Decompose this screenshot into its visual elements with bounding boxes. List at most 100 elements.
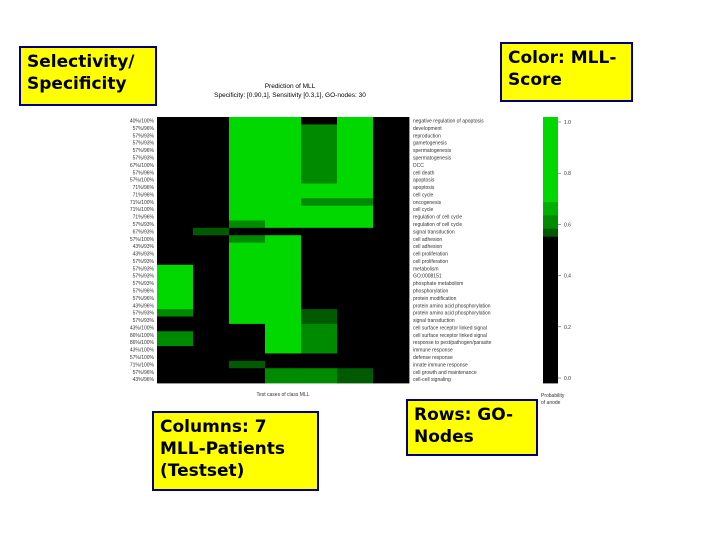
row-left-label: 67%/93% bbox=[133, 229, 155, 235]
heatmap-cell bbox=[373, 301, 410, 310]
heatmap-cell bbox=[337, 124, 374, 133]
heatmap-cell bbox=[337, 213, 374, 221]
row-left-label: 57%/96% bbox=[133, 370, 155, 376]
row-right-label: spermatogenesis bbox=[413, 148, 452, 154]
heatmap-cell bbox=[157, 338, 194, 347]
x-axis-label: Test cases of class MLL bbox=[256, 392, 309, 398]
heatmap-cell bbox=[373, 316, 410, 325]
heatmap-cell bbox=[265, 205, 302, 214]
columns-callout: Columns: 7 MLL-Patients (Testset) bbox=[152, 411, 319, 491]
row-left-label: 43%/93% bbox=[133, 244, 155, 250]
row-left-label: 67%/100% bbox=[130, 163, 155, 169]
heatmap-cell bbox=[193, 161, 230, 170]
heatmap-cell bbox=[193, 205, 230, 214]
heatmap-cell bbox=[301, 161, 338, 170]
heatmap-cell bbox=[301, 198, 338, 207]
row-left-label: 43%/100% bbox=[130, 348, 155, 354]
row-right-label: cell surface receptor linked signal bbox=[413, 333, 487, 339]
row-right-label: protein amino acid phosphorylation bbox=[413, 303, 491, 309]
row-left-label: 57%/93% bbox=[133, 155, 155, 161]
heatmap-cell bbox=[229, 198, 266, 207]
heatmap-cell bbox=[157, 161, 194, 170]
heatmap-cell bbox=[301, 213, 338, 221]
heatmap-cell bbox=[193, 294, 230, 303]
heatmap-cell bbox=[337, 198, 374, 207]
heatmap-cell bbox=[301, 190, 338, 199]
heatmap-cell bbox=[373, 360, 410, 369]
heatmap-cell bbox=[265, 153, 302, 162]
heatmap-cell bbox=[265, 220, 302, 229]
heatmap-cell bbox=[229, 375, 266, 384]
heatmap-cell bbox=[337, 183, 374, 192]
heatmap-cell bbox=[337, 301, 374, 310]
heatmap-cell bbox=[337, 309, 374, 317]
colorbar-segment bbox=[543, 202, 558, 216]
heatmap-cell bbox=[229, 309, 266, 317]
heatmap-cell bbox=[301, 242, 338, 251]
heatmap-cell bbox=[193, 338, 230, 347]
heatmap-cell bbox=[157, 153, 194, 162]
row-right-label: regulation of cell cycle bbox=[413, 215, 462, 221]
heatmap-cell bbox=[373, 117, 410, 125]
heatmap-cell bbox=[265, 168, 302, 177]
heatmap-cell bbox=[265, 286, 302, 295]
heatmap-cell bbox=[265, 124, 302, 133]
heatmap-cell bbox=[193, 168, 230, 177]
heatmap-cell bbox=[265, 198, 302, 207]
row-left-label: 57%/93% bbox=[133, 266, 155, 272]
heatmap-cell bbox=[337, 161, 374, 170]
row-left-label: 57%/93% bbox=[133, 281, 155, 287]
chart-subtitle: Specificity: [0.90,1], Sensitivity [0.3,… bbox=[214, 92, 366, 99]
heatmap-cell bbox=[337, 242, 374, 251]
heatmap-cell bbox=[193, 227, 230, 236]
heatmap-cell bbox=[229, 346, 266, 354]
row-left-label: 71%/100% bbox=[130, 200, 155, 206]
heatmap-cell bbox=[373, 220, 410, 229]
heatmap-cell bbox=[373, 131, 410, 140]
heatmap-cell bbox=[265, 264, 302, 273]
heatmap-cell bbox=[265, 235, 302, 244]
heatmap-cell bbox=[337, 368, 374, 377]
heatmap-cell bbox=[265, 242, 302, 251]
heatmap-cell bbox=[229, 146, 266, 155]
heatmap-cell bbox=[301, 153, 338, 162]
heatmap-cell bbox=[265, 279, 302, 288]
row-left-label: 43%/96% bbox=[133, 377, 155, 383]
heatmap-cell bbox=[337, 272, 374, 280]
heatmap-cell bbox=[337, 353, 374, 362]
heatmap-cell bbox=[301, 294, 338, 303]
heatmap-cell bbox=[373, 294, 410, 303]
heatmap-cell bbox=[337, 294, 374, 303]
heatmap-cell bbox=[229, 139, 266, 147]
heatmap-cell bbox=[265, 213, 302, 221]
heatmap-cell bbox=[157, 198, 194, 207]
heatmap-cell bbox=[301, 346, 338, 354]
row-right-label: regulation of cell cycle bbox=[413, 222, 462, 228]
heatmap-cell bbox=[301, 139, 338, 147]
heatmap-cell bbox=[229, 235, 266, 244]
heatmap-cell bbox=[301, 331, 338, 340]
heatmap-cell bbox=[193, 190, 230, 199]
heatmap-cell bbox=[229, 338, 266, 347]
row-right-label: cell death bbox=[413, 170, 435, 176]
heatmap-cell bbox=[265, 368, 302, 377]
heatmap-cell bbox=[265, 360, 302, 369]
heatmap-cell bbox=[193, 139, 230, 147]
heatmap-cell bbox=[373, 286, 410, 295]
row-right-label: apoptosis bbox=[413, 178, 435, 184]
heatmap-cell bbox=[229, 250, 266, 258]
row-right-label: cell adhesion bbox=[413, 237, 442, 243]
row-right-label: protein modification bbox=[413, 296, 457, 302]
heatmap-cell bbox=[157, 176, 194, 184]
heatmap-cell bbox=[337, 139, 374, 147]
heatmap-cell bbox=[229, 117, 266, 125]
heatmap-cell bbox=[157, 235, 194, 244]
row-right-label: gametogenesis bbox=[413, 141, 447, 147]
heatmap-cell bbox=[301, 286, 338, 295]
row-right-label: oncogenesis bbox=[413, 200, 442, 206]
heatmap-cell bbox=[193, 183, 230, 192]
heatmap-cell bbox=[301, 338, 338, 347]
colorbar-label: of anode bbox=[541, 400, 561, 406]
heatmap-cell bbox=[337, 117, 374, 125]
heatmap-cell bbox=[301, 368, 338, 377]
